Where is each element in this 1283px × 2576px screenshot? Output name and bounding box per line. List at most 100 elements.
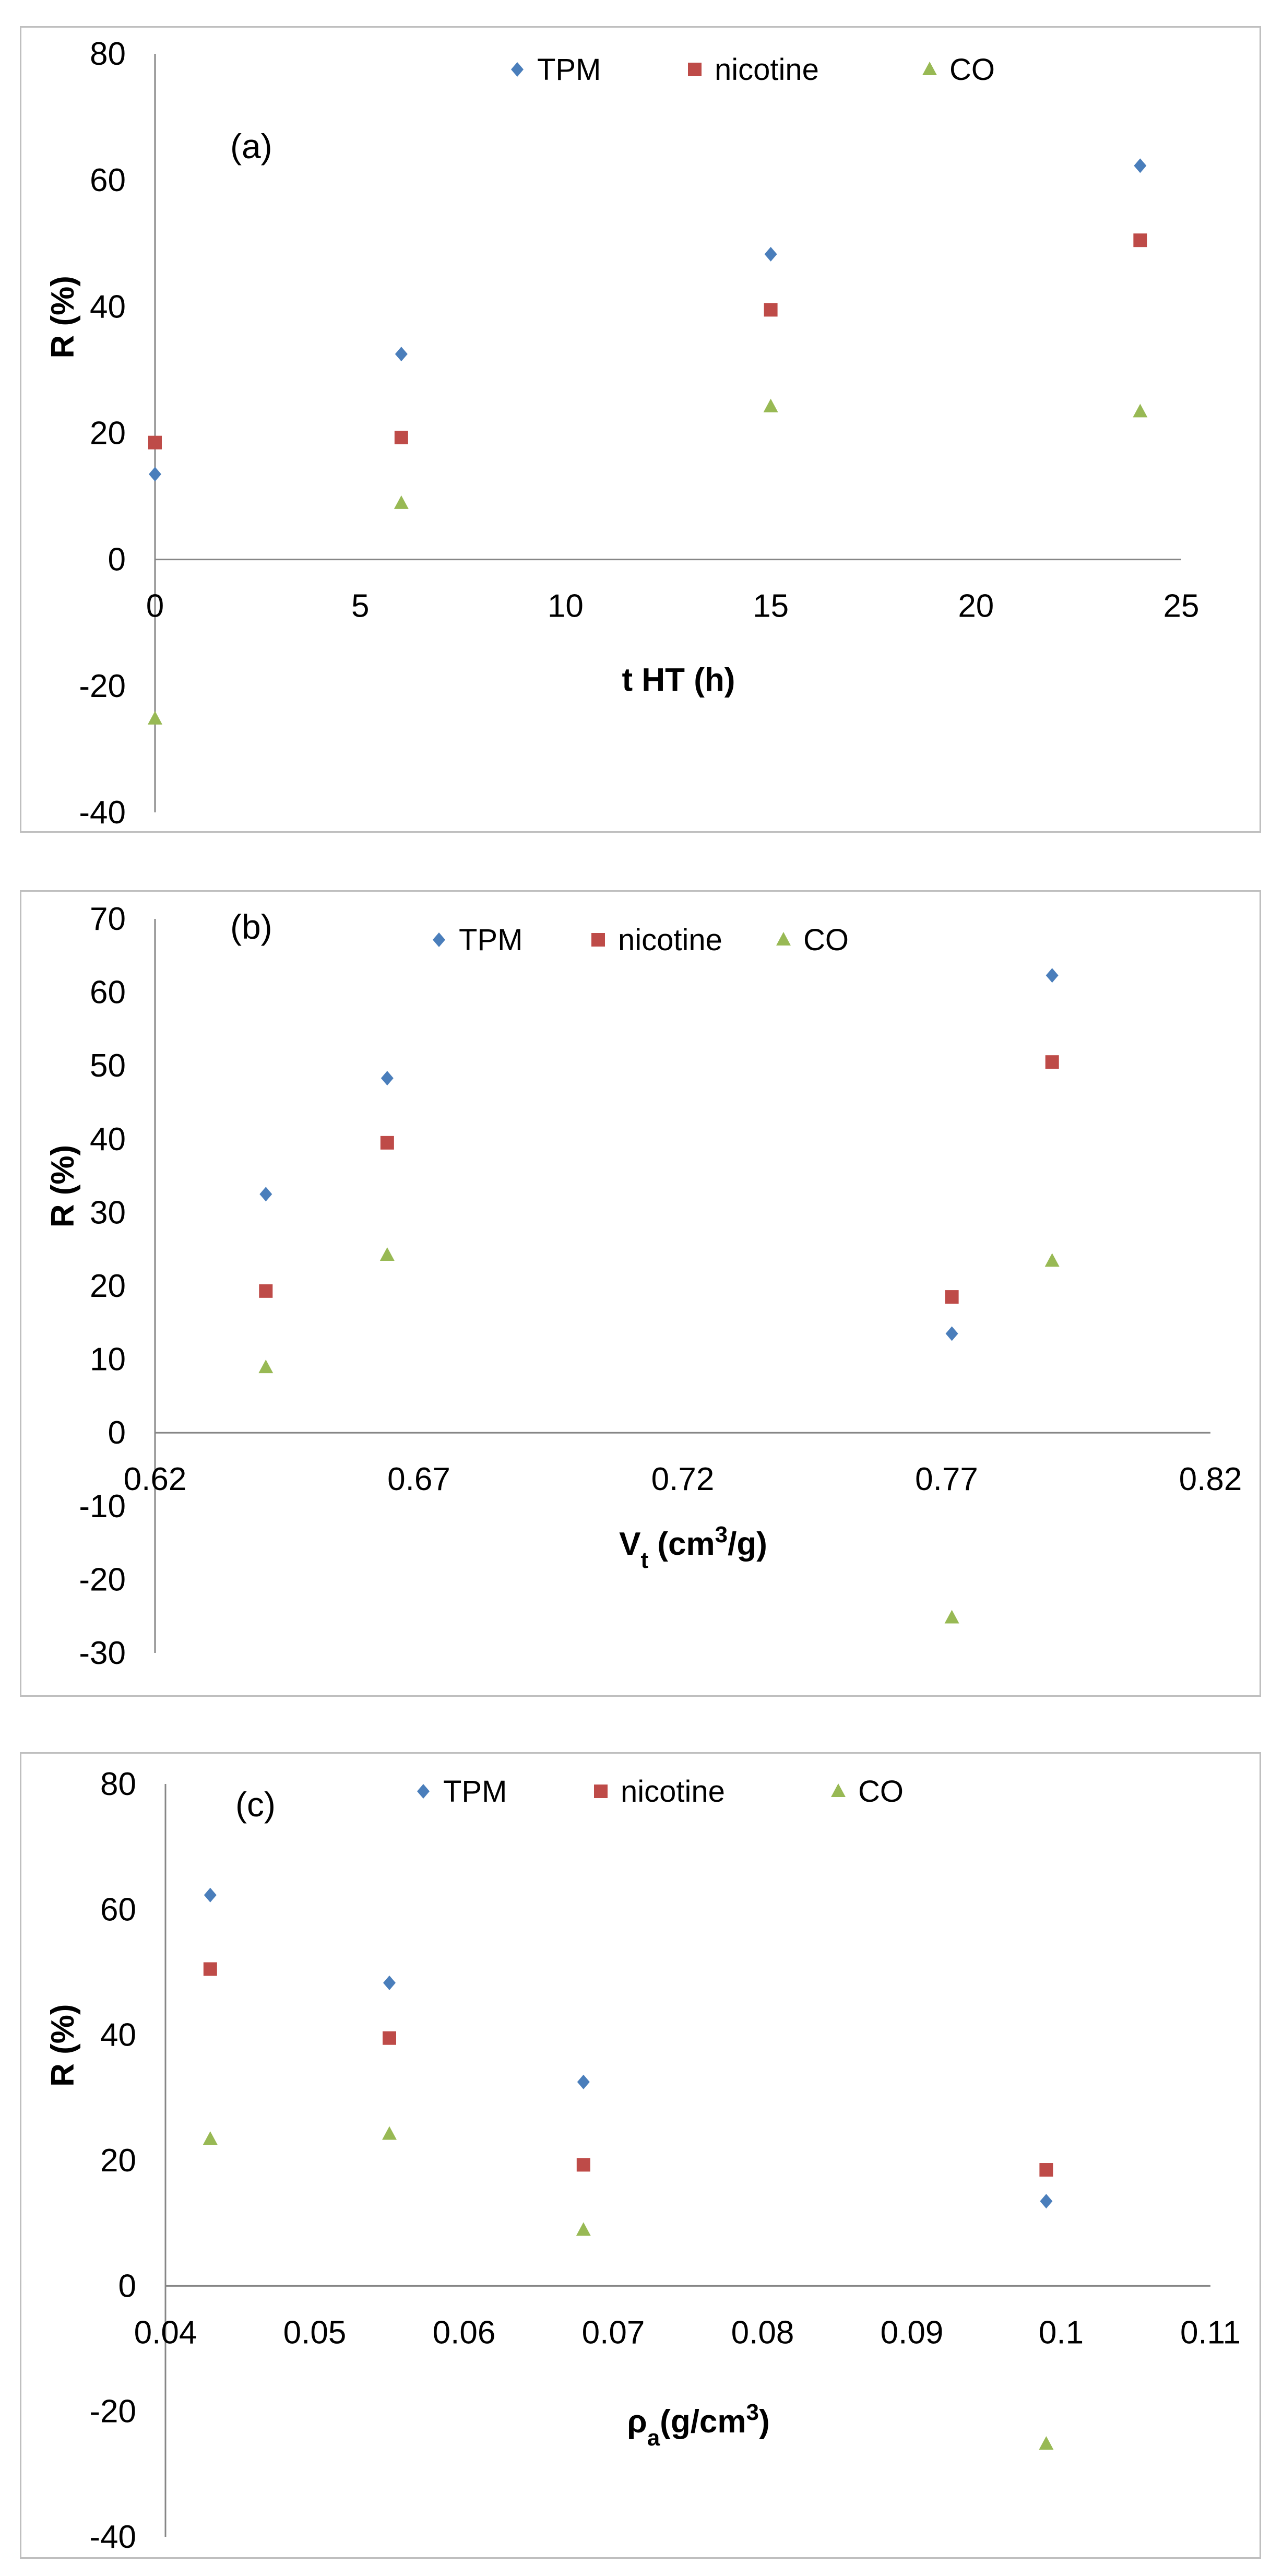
x-tick-label: 0.09: [881, 2314, 944, 2350]
data-point-co: [763, 398, 778, 412]
x-tick-label: 0.72: [651, 1461, 715, 1497]
chart-b-svg: -30 -20 -10 0 10 20 30 40 50 60 70 0.62 0.67 0.72 0.77…: [45, 901, 1242, 1671]
x-tick-label: 5: [351, 588, 369, 624]
data-point-tpm: [395, 347, 408, 362]
data-point-co: [944, 1610, 959, 1624]
data-point-co: [1044, 1253, 1060, 1267]
y-tick-label: 10: [90, 1342, 126, 1378]
x-tick-label: 15: [753, 588, 789, 624]
x-tick-label: 25: [1163, 588, 1199, 624]
data-point-nicotine: [1045, 1055, 1059, 1069]
chart-a-svg: -40 -20 0 20 40 60 80 0 5 10 15 20 25 R (%) t HT (h) (a…: [45, 36, 1199, 831]
legend-label-co: CO: [858, 1775, 904, 1809]
data-point-tpm: [1040, 2194, 1053, 2209]
data-point-tpm: [383, 1975, 396, 1990]
y-tick-label: 40: [90, 1121, 126, 1157]
data-point-nicotine: [764, 303, 778, 317]
chart-c-svg: -40 -20 0 20 40 60 80 0.04 0.05 0.06 0.07 0.08 0.09 0…: [45, 1766, 1241, 2555]
y-tick-label: 80: [100, 1766, 136, 1802]
x-tick-label: 0.05: [283, 2314, 347, 2350]
y-tick-label: 0: [118, 2268, 136, 2304]
data-point-tpm: [259, 1187, 272, 1202]
y-axis-title: R (%): [45, 1145, 81, 1227]
data-point-nicotine: [394, 430, 408, 444]
legend-marker-tpm: [417, 1784, 430, 1799]
data-point-nicotine: [380, 1136, 394, 1150]
data-point-co: [1039, 2436, 1054, 2450]
y-tick-label: -30: [79, 1635, 126, 1671]
y-tick-label: -40: [89, 2519, 136, 2555]
legend-label-tpm: TPM: [459, 923, 522, 957]
legend-marker-co: [922, 62, 937, 75]
legend-marker-co: [831, 1783, 846, 1797]
y-tick-label: 0: [108, 542, 126, 578]
legend-label-co: CO: [803, 923, 849, 957]
x-tick-label: 0.04: [134, 2314, 197, 2350]
y-tick-label: 70: [90, 901, 126, 937]
x-tick-label: 0.08: [731, 2314, 794, 2350]
data-point-co: [258, 1360, 274, 1374]
y-axis-title: R (%): [45, 276, 81, 358]
x-tick-label: 10: [548, 588, 584, 624]
x-tick-label: 0.77: [915, 1461, 978, 1497]
y-tick-label: -20: [79, 1562, 126, 1598]
legend-label-tpm: TPM: [443, 1775, 507, 1809]
data-point-co: [1133, 404, 1148, 418]
chart-panel-b: -30 -20 -10 0 10 20 30 40 50 60 70 0.62 0.67 0.72 0.77…: [20, 890, 1261, 1697]
chart-panel-c: -40 -20 0 20 40 60 80 0.04 0.05 0.06 0.07 0.08 0.09 0…: [20, 1752, 1261, 2559]
y-tick-label: 60: [90, 162, 126, 198]
y-tick-label: -10: [79, 1488, 126, 1525]
data-point-tpm: [1134, 158, 1147, 173]
data-point-co: [379, 1247, 395, 1261]
y-tick-label: -20: [89, 2394, 136, 2430]
data-point-co: [148, 711, 162, 725]
x-tick-label: 0.62: [124, 1461, 187, 1497]
legend-label-nicotine: nicotine: [618, 923, 722, 957]
y-tick-label: 40: [90, 289, 126, 325]
x-axis-title: t HT (h): [622, 662, 735, 698]
x-tick-label: 20: [958, 588, 994, 624]
data-point-co: [203, 2131, 218, 2145]
x-tick-label: 0: [146, 588, 164, 624]
data-point-tpm: [204, 1887, 217, 1903]
x-tick-label: 0.07: [582, 2314, 645, 2350]
y-tick-label: 40: [100, 2017, 136, 2053]
data-point-co: [576, 2222, 591, 2236]
legend-marker-nicotine: [594, 1785, 608, 1798]
data-point-nicotine: [945, 1290, 959, 1304]
legend-label-nicotine: nicotine: [715, 53, 819, 87]
x-axis-title: ρa(g/cm3): [627, 2400, 769, 2451]
x-axis-title: Vt (cm3/g): [619, 1522, 767, 1573]
y-tick-label: 60: [100, 1892, 136, 1928]
data-point-tpm: [577, 2074, 590, 2089]
y-tick-label: 80: [90, 36, 126, 72]
legend-marker-tpm: [433, 932, 445, 947]
panel-label: (c): [235, 1785, 276, 1824]
data-point-co: [382, 2126, 397, 2140]
x-tick-label: 0.67: [387, 1461, 450, 1497]
x-tick-label: 0.06: [433, 2314, 496, 2350]
y-tick-label: -20: [79, 668, 126, 704]
data-point-nicotine: [1039, 2163, 1053, 2177]
y-tick-label: -40: [79, 795, 126, 831]
legend-label-nicotine: nicotine: [621, 1775, 725, 1809]
data-point-tpm: [381, 1071, 394, 1086]
legend-label-tpm: TPM: [537, 53, 601, 87]
legend-marker-nicotine: [688, 63, 702, 76]
y-tick-label: 20: [90, 416, 126, 452]
legend-marker-nicotine: [591, 933, 605, 947]
data-point-nicotine: [1133, 233, 1147, 247]
data-point-tpm: [764, 246, 777, 262]
panel-label: (a): [230, 127, 272, 166]
data-point-tpm: [945, 1326, 958, 1341]
x-tick-label: 0.82: [1179, 1461, 1242, 1497]
data-point-nicotine: [259, 1284, 273, 1298]
y-tick-label: 0: [108, 1415, 126, 1451]
panel-label: (b): [230, 907, 272, 946]
legend-label-co: CO: [949, 53, 995, 87]
data-point-tpm: [1046, 968, 1059, 983]
data-point-co: [394, 495, 409, 509]
y-axis-title: R (%): [45, 2004, 81, 2086]
y-tick-label: 20: [90, 1268, 126, 1304]
legend-marker-tpm: [511, 62, 524, 77]
